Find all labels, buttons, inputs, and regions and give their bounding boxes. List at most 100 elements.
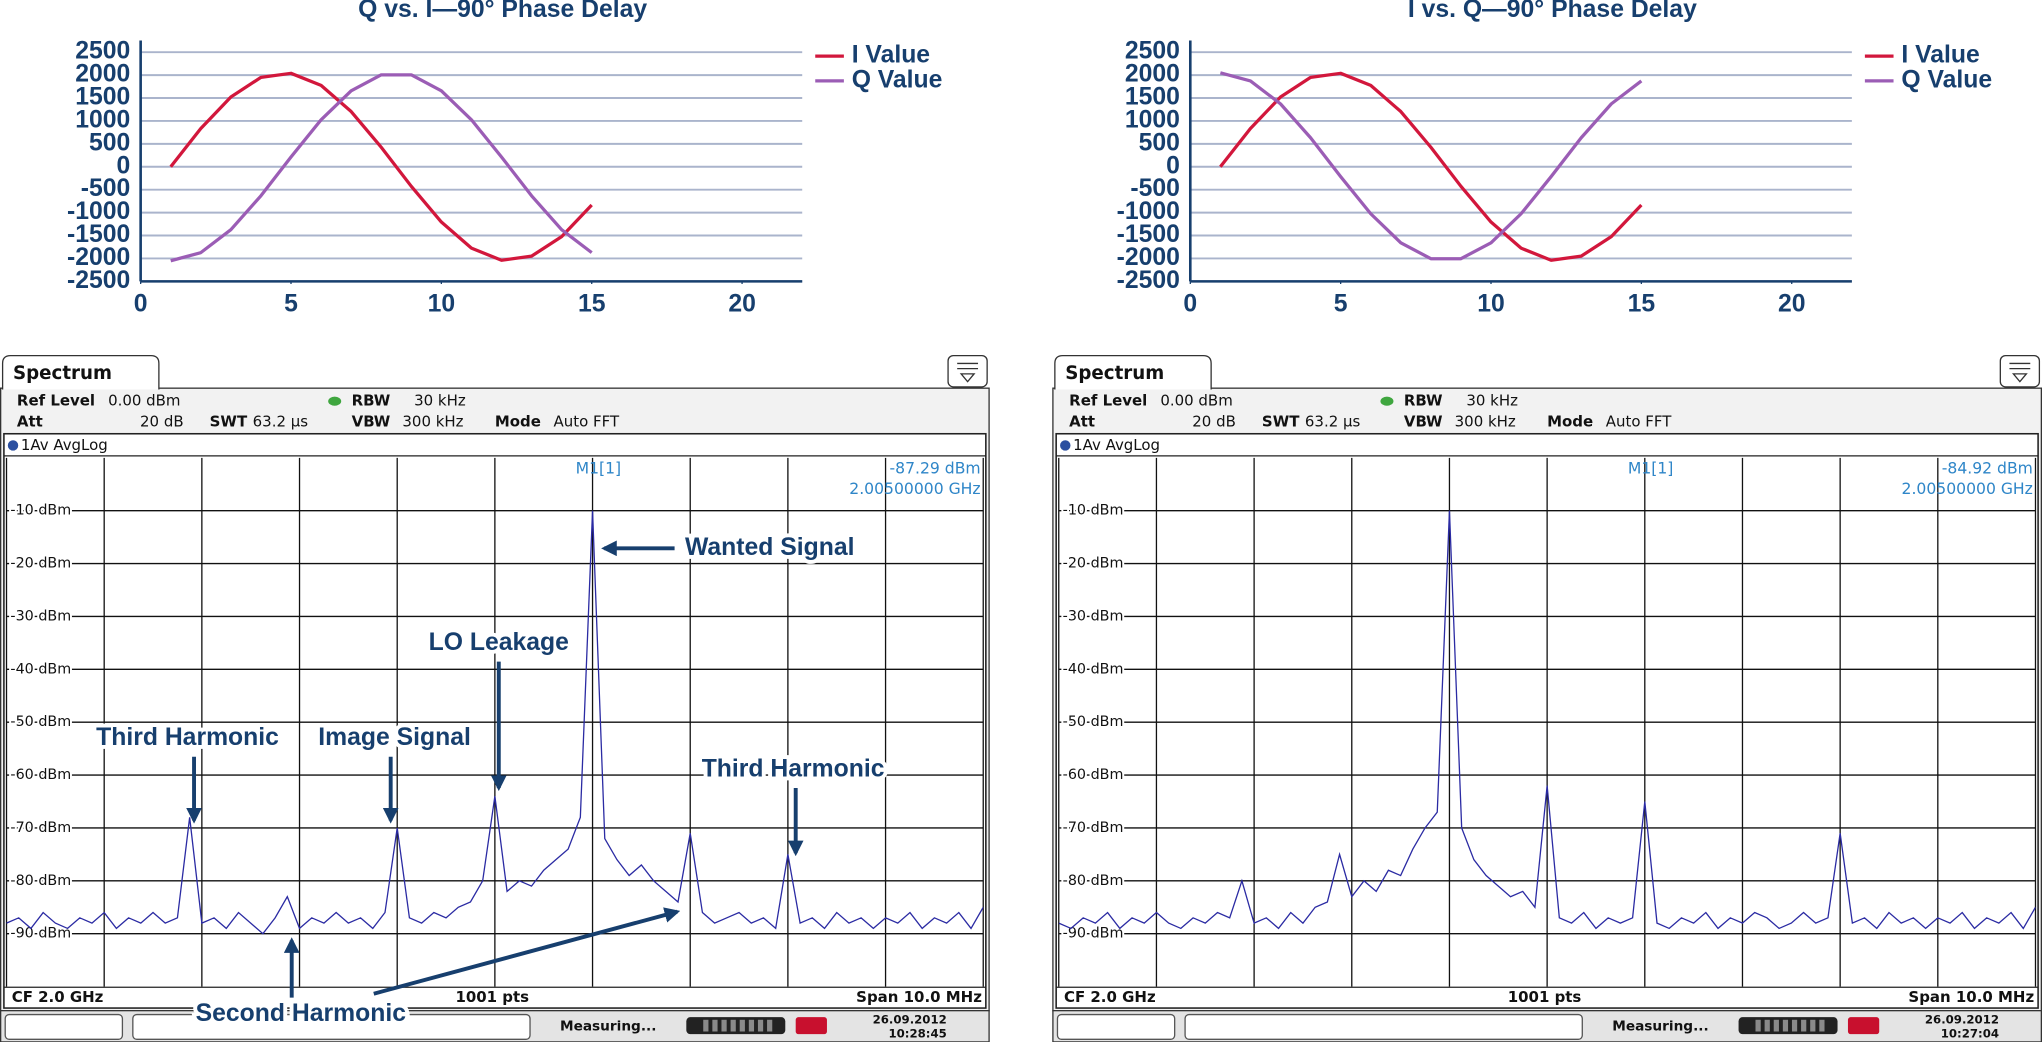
x-tick-label: 15 (578, 290, 606, 317)
setting-value: 20 dB (1192, 413, 1236, 431)
y-tick-label: 2500 (75, 38, 130, 65)
y-tick-label: -2000 (67, 244, 130, 271)
y-tick-label: -90 dBm (10, 926, 71, 942)
setting-value: 0.00 dBm (108, 392, 180, 410)
setting-label: Ref Level (1069, 392, 1147, 410)
trace-label: 1Av AvgLog (21, 436, 108, 454)
setting-value: Auto FFT (1606, 413, 1672, 431)
y-tick-label: 1000 (1125, 106, 1180, 133)
y-tick-label: -2000 (1117, 244, 1180, 271)
y-tick-label: 500 (89, 129, 130, 156)
y-tick-label: -40 dBm (1063, 661, 1124, 677)
status-time: 10:27:04 (1941, 1027, 1999, 1041)
status-date: 26.09.2012 (873, 1012, 947, 1026)
chart-panel: I vs. Q—90° Phase Delay25002000150010005… (1117, 0, 1992, 317)
progress-segment (1801, 1019, 1807, 1032)
y-tick-label: 0 (116, 152, 130, 179)
progress-segment (703, 1019, 709, 1032)
progress-segment (1810, 1019, 1816, 1032)
y-tick-label: 1500 (1125, 84, 1180, 111)
y-tick-label: -50 dBm (1063, 714, 1124, 730)
trace-label: 1Av AvgLog (1073, 436, 1160, 454)
x-tick-label: 5 (284, 290, 298, 317)
y-tick-label: 1000 (75, 106, 130, 133)
setting-value: 300 kHz (1455, 413, 1516, 431)
status-time: 10:28:45 (888, 1027, 946, 1041)
setting-label: Att (17, 413, 43, 431)
status-message: Measuring... (1612, 1018, 1708, 1034)
footer-left: CF 2.0 GHz (1064, 988, 1156, 1006)
legend-label: Q Value (1901, 66, 1992, 93)
marker-name: M1[1] (1628, 459, 1674, 477)
y-tick-label: -50 dBm (10, 714, 71, 730)
y-tick-label: -1000 (67, 198, 130, 225)
marker-name: M1[1] (576, 459, 622, 477)
y-tick-label: -10 dBm (10, 503, 71, 519)
progress-segment (767, 1019, 773, 1032)
y-tick-label: -2500 (67, 267, 130, 294)
trace-dot (7, 440, 19, 451)
y-tick-label: -20 dBm (1063, 556, 1124, 572)
annotation: Image Signal (318, 724, 471, 751)
marker-level: -84.92 dBm (1942, 459, 2033, 477)
progress-segment (712, 1019, 718, 1032)
progress-segment (1782, 1019, 1789, 1032)
y-tick-label: -80 dBm (1063, 873, 1124, 889)
logo (795, 1017, 827, 1035)
y-tick-label: -1500 (1117, 221, 1180, 248)
spectrum-trace (6, 510, 984, 935)
setting-label: Mode (495, 413, 541, 431)
status-box (132, 1013, 531, 1040)
x-tick-label: 5 (1334, 290, 1348, 317)
y-tick-label: 0 (1166, 152, 1180, 179)
y-tick-label: -60 dBm (1063, 767, 1124, 783)
menu-icon-glyph (957, 362, 979, 383)
y-tick-label: -90 dBm (1063, 926, 1124, 942)
footer-right: Span 10.0 MHz (1908, 988, 2034, 1006)
y-tick-label: -70 dBm (1063, 820, 1124, 836)
y-tick-label: -30 dBm (1063, 608, 1124, 624)
y-tick-label: -40 dBm (10, 661, 71, 677)
status-box (1056, 1013, 1176, 1040)
setting-label: Att (1069, 413, 1095, 431)
y-tick-label: 2000 (1125, 61, 1180, 88)
setting-value: 63.2 µs (1305, 413, 1361, 431)
x-tick-label: 15 (1628, 290, 1656, 317)
y-tick-label: -20 dBm (10, 556, 71, 572)
progress-segment (1773, 1019, 1779, 1032)
status-message: Measuring... (560, 1018, 656, 1034)
setting-label: Ref Level (17, 392, 95, 410)
marker-frequency: 2.00500000 GHz (849, 480, 980, 498)
status-dot (328, 396, 342, 406)
progress-segment (757, 1019, 764, 1032)
setting-label: VBW (352, 413, 391, 431)
y-tick-label: -30 dBm (10, 608, 71, 624)
footer-right: Span 10.0 MHz (856, 988, 982, 1006)
y-tick-label: -2500 (1117, 267, 1180, 294)
x-tick-label: 20 (1778, 290, 1806, 317)
y-tick-label: -1000 (1117, 198, 1180, 225)
setting-label: SWT (1262, 413, 1300, 431)
x-tick-label: 10 (428, 290, 456, 317)
setting-value: 30 kHz (414, 392, 466, 410)
y-tick-label: 2000 (75, 61, 130, 88)
series-line (170, 73, 593, 263)
y-tick-label: -60 dBm (10, 767, 71, 783)
tab-shape (1054, 354, 1212, 390)
status-date: 26.09.2012 (1925, 1012, 1999, 1026)
y-tick-label: -80 dBm (10, 873, 71, 889)
chart-panel: Spectrum Ref Level 0.00 dBm Att 20 dB SWT 63.2… (1052, 354, 2042, 1042)
progress-segment (1755, 1019, 1761, 1032)
setting-value: 0.00 dBm (1160, 392, 1232, 410)
trace-dot (1060, 440, 1071, 451)
marker-frequency: 2.00500000 GHz (1902, 480, 2033, 498)
chart-title: Q vs. I—90° Phase Delay (358, 0, 647, 23)
progress-segment (721, 1019, 727, 1032)
footer-left: CF 2.0 GHz (12, 988, 104, 1006)
legend-label: I Value (852, 42, 930, 69)
progress-segment (1819, 1019, 1825, 1032)
tab-label: Spectrum (13, 363, 112, 384)
footer-center: 1001 pts (455, 988, 529, 1006)
annotation: Second Harmonic (196, 1000, 407, 1027)
